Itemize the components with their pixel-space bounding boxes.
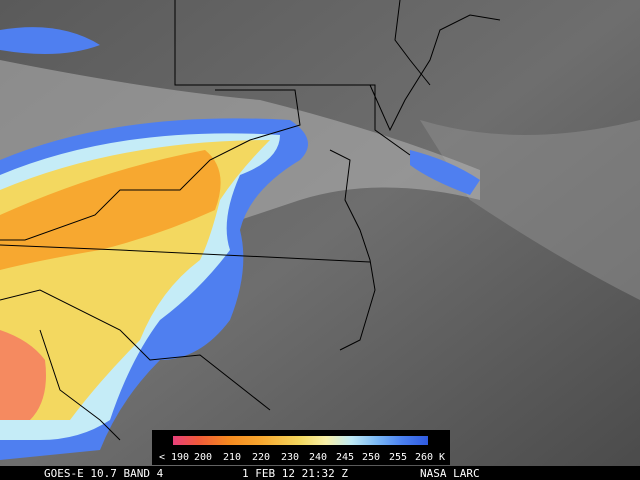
footer-time: 1 FEB 12 21:32 Z [242,467,348,480]
legend-label: 210 [223,452,241,463]
footer-bar [0,466,640,480]
legend-label: < 190 [159,452,189,463]
legend-label: 260 K [415,452,445,463]
legend-label: 230 [281,452,299,463]
legend-label: 220 [252,452,270,463]
legend-colorbar [173,436,428,445]
legend-box [152,430,450,465]
cloud-orange [0,150,221,270]
legend-label: 250 [362,452,380,463]
cloud-red [0,330,46,420]
cloud [420,120,640,300]
cloud-blue [0,27,100,54]
footer-source: NASA LARC [420,467,480,480]
legend-label: 245 [336,452,354,463]
legend-label: 255 [389,452,407,463]
footer-satellite: GOES-E 10.7 BAND 4 [44,467,164,480]
cloud-blue [410,150,480,195]
borders [0,0,500,440]
legend-label: 240 [309,452,327,463]
legend-label: 200 [194,452,212,463]
